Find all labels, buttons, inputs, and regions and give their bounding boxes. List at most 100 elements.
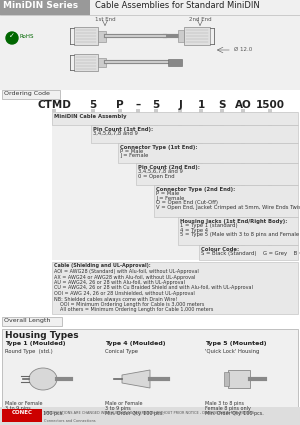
Bar — [0, 15, 300, 90]
Bar — [118, 109, 122, 143]
Text: 3 to 9 pins: 3 to 9 pins — [105, 406, 131, 411]
Bar — [91, 109, 95, 125]
Text: Pin Count (2nd End):: Pin Count (2nd End): — [138, 164, 200, 170]
Text: CTMD: CTMD — [37, 100, 71, 110]
Text: Min. Order Qty. 100 pcs.: Min. Order Qty. 100 pcs. — [205, 411, 264, 416]
Text: 4 = Type 4: 4 = Type 4 — [180, 227, 208, 232]
Ellipse shape — [29, 368, 57, 390]
Text: 2nd End: 2nd End — [189, 17, 211, 22]
Text: Male or Female: Male or Female — [5, 401, 43, 406]
Text: Connector Type (1st End):: Connector Type (1st End): — [120, 144, 197, 150]
Text: –: – — [135, 100, 141, 110]
Text: Min. Order Qty. 100 pcs.: Min. Order Qty. 100 pcs. — [5, 411, 64, 416]
Text: S = Black (Standard)    G = Grey    B = Beige: S = Black (Standard) G = Grey B = Beige — [201, 251, 300, 256]
Text: Round Type  (std.): Round Type (std.) — [5, 349, 53, 354]
Bar — [199, 245, 298, 260]
Bar — [178, 217, 298, 245]
Bar — [118, 143, 298, 163]
Bar — [199, 109, 203, 245]
Bar — [98, 58, 106, 67]
Text: 3,4,5,6,7,8 and 9: 3,4,5,6,7,8 and 9 — [93, 131, 138, 136]
Text: SPECIFICATIONS ARE CHANGED WITH SUBJECT TO ALTERATION WITHOUT PRIOR NOTICE - DIM: SPECIFICATIONS ARE CHANGED WITH SUBJECT … — [44, 411, 254, 415]
Text: Min. Order Qty. 100 pcs.: Min. Order Qty. 100 pcs. — [105, 411, 164, 416]
Bar — [74, 54, 98, 71]
Polygon shape — [122, 370, 150, 388]
Text: P = Male: P = Male — [156, 191, 179, 196]
Text: J = Female: J = Female — [156, 196, 184, 201]
Bar — [224, 372, 229, 386]
Text: V = Open End, Jacket Crimped at 5mm, Wire Ends Twisted and Tinned 5mm: V = Open End, Jacket Crimped at 5mm, Wir… — [156, 204, 300, 210]
Text: Ordering Code: Ordering Code — [4, 91, 50, 96]
Text: CONEC: CONEC — [11, 410, 32, 415]
Bar — [220, 109, 224, 260]
Text: Cable (Shielding and UL-Approval):: Cable (Shielding and UL-Approval): — [54, 264, 151, 269]
Text: Ø 12.0: Ø 12.0 — [234, 46, 252, 51]
Text: Male 3 to 8 pins: Male 3 to 8 pins — [205, 401, 244, 406]
Text: 0 = Open End: 0 = Open End — [138, 173, 175, 178]
Circle shape — [6, 32, 18, 44]
Bar — [154, 185, 298, 217]
Bar — [241, 109, 245, 260]
Text: 1st End: 1st End — [95, 17, 115, 22]
Text: OOI = AWG 24, 26 or 28 Unshielded, without UL-Approval: OOI = AWG 24, 26 or 28 Unshielded, witho… — [54, 291, 195, 296]
Text: Connectors and Connections: Connectors and Connections — [44, 419, 96, 423]
Text: Overall Length: Overall Length — [4, 318, 50, 323]
Text: Connector Type (2nd End):: Connector Type (2nd End): — [156, 187, 235, 192]
Bar — [0, 0, 90, 15]
Text: Pin Count (1st End):: Pin Count (1st End): — [93, 127, 153, 131]
Text: Female 8 pins only: Female 8 pins only — [205, 406, 251, 411]
Text: P: P — [116, 100, 124, 110]
Text: NB: Shielded cables always come with Drain Wire!: NB: Shielded cables always come with Dra… — [54, 297, 177, 301]
Text: Type 4 (Moulded): Type 4 (Moulded) — [105, 341, 166, 346]
Bar — [98, 31, 106, 42]
Bar — [178, 109, 182, 217]
Text: MiniDIN Cable Assembly: MiniDIN Cable Assembly — [54, 113, 127, 119]
Bar — [0, 407, 300, 425]
Bar — [2, 90, 60, 99]
Text: CU = AWG24, 26 or 28 with Cu Braided Shield and with Alu-foil, with UL-Approval: CU = AWG24, 26 or 28 with Cu Braided Shi… — [54, 286, 253, 291]
Bar — [136, 163, 298, 185]
Text: P = Male: P = Male — [120, 149, 143, 154]
Text: MiniDIN Series: MiniDIN Series — [3, 1, 78, 10]
Text: 3,4,5,6,7,8 and 9: 3,4,5,6,7,8 and 9 — [138, 169, 183, 174]
Text: Cable Assemblies for Standard MiniDIN: Cable Assemblies for Standard MiniDIN — [95, 1, 260, 10]
Bar — [178, 30, 184, 42]
Text: S: S — [218, 100, 226, 110]
Bar — [74, 27, 98, 45]
Text: Conical Type: Conical Type — [105, 349, 138, 354]
Bar — [91, 125, 298, 143]
Text: AX = AWG24 or AWG28 with Alu-foil, without UL-Approval: AX = AWG24 or AWG28 with Alu-foil, witho… — [54, 275, 195, 280]
Text: 5: 5 — [152, 100, 160, 110]
Text: 5 = Type 5 (Male with 3 to 8 pins and Female with 8 pins only): 5 = Type 5 (Male with 3 to 8 pins and Fe… — [180, 232, 300, 237]
Bar — [52, 109, 56, 112]
Bar — [268, 109, 272, 260]
Text: Colour Code:: Colour Code: — [201, 246, 239, 252]
Text: Male or Female: Male or Female — [105, 401, 142, 406]
Text: AOI = AWG28 (Standard) with Alu-foil, without UL-Approval: AOI = AWG28 (Standard) with Alu-foil, wi… — [54, 269, 199, 274]
Bar — [2, 317, 62, 326]
Bar — [2, 409, 42, 422]
Bar — [52, 112, 298, 260]
Text: RoHS: RoHS — [20, 34, 34, 39]
Text: Type 1 (Moulded): Type 1 (Moulded) — [5, 341, 65, 346]
Text: 1 = Type 1 (standard): 1 = Type 1 (standard) — [180, 223, 238, 228]
Bar — [184, 27, 210, 45]
Text: 1: 1 — [197, 100, 205, 110]
Bar — [136, 109, 140, 163]
Bar — [52, 112, 298, 125]
Text: 'Quick Lock' Housing: 'Quick Lock' Housing — [205, 349, 260, 354]
Text: O = Open End (Cut-Off): O = Open End (Cut-Off) — [156, 200, 218, 205]
Text: Type 5 (Mounted): Type 5 (Mounted) — [205, 341, 266, 346]
Bar — [154, 109, 158, 185]
Text: OOI = Minimum Ordering Length for Cable is 3,000 meters: OOI = Minimum Ordering Length for Cable … — [60, 302, 204, 307]
Text: Housing Types: Housing Types — [5, 331, 79, 340]
Text: All others = Minimum Ordering Length for Cable 1,000 meters: All others = Minimum Ordering Length for… — [60, 308, 213, 312]
Text: Housing Jacks (1st End/Right Body):: Housing Jacks (1st End/Right Body): — [180, 218, 287, 224]
Text: AO: AO — [235, 100, 251, 110]
Bar — [0, 0, 300, 15]
Text: J = Female: J = Female — [120, 153, 148, 159]
Bar — [2, 329, 298, 407]
Text: 3 to 9 pins: 3 to 9 pins — [5, 406, 31, 411]
Text: ✓: ✓ — [9, 33, 15, 39]
Bar — [52, 262, 298, 314]
